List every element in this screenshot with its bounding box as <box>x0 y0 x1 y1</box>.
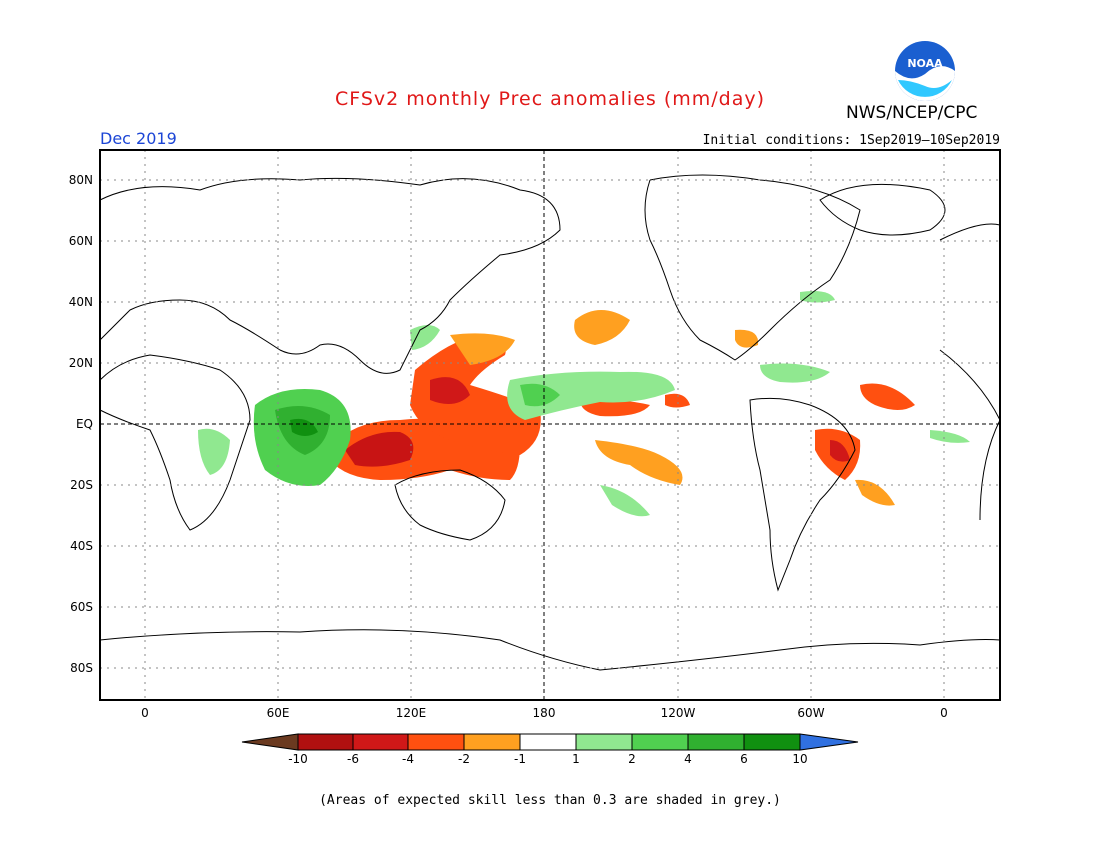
colorbar-low-arrow <box>241 733 299 751</box>
colorbar-label: 6 <box>740 752 748 766</box>
colorbar-label: 2 <box>628 752 636 766</box>
colorbar-swatch <box>575 733 633 751</box>
lat-label: 80S <box>70 661 93 675</box>
colorbar-label: -4 <box>402 752 414 766</box>
anomaly-shading <box>198 291 970 517</box>
map-title: CFSv2 monthly Prec anomalies (mm/day) <box>334 88 766 110</box>
colorbar-label: -6 <box>347 752 359 766</box>
lon-label: 0 <box>940 706 948 720</box>
colorbar-swatch <box>407 733 465 751</box>
lat-label: 40N <box>69 295 93 309</box>
colorbar-label: 10 <box>792 752 807 766</box>
colorbar-swatch <box>743 733 801 751</box>
lon-label: 60W <box>797 706 824 720</box>
lat-label: 60S <box>70 600 93 614</box>
lat-label: 20S <box>70 478 93 492</box>
colorbar-label: 4 <box>684 752 692 766</box>
colorbar-swatch <box>519 733 577 751</box>
map-frame <box>99 149 1001 701</box>
lat-label: 20N <box>69 356 93 370</box>
initial-conditions: Initial conditions: 1Sep2019–10Sep2019 <box>702 133 1000 148</box>
lon-label: 120W <box>661 706 696 720</box>
lon-label: 60E <box>267 706 290 720</box>
lat-label: EQ <box>76 417 93 431</box>
valid-month: Dec 2019 <box>100 129 177 148</box>
latitude-labels: 80N 60N 40N 20N EQ 20S 40S 60S 80S <box>69 173 93 675</box>
colorbar-swatch <box>463 733 521 751</box>
colorbar-label: -10 <box>288 752 308 766</box>
lon-label: 120E <box>396 706 427 720</box>
colorbar-swatch <box>352 733 409 751</box>
colorbar-swatch <box>297 733 354 751</box>
colorbar-label: 1 <box>572 752 580 766</box>
colorbar-label: -2 <box>458 752 470 766</box>
lon-label: 0 <box>141 706 149 720</box>
colorbar-labels: -10 -6 -4 -2 -1 1 2 4 6 10 <box>288 752 807 766</box>
colorbar-high-arrow <box>799 733 859 751</box>
svg-text:NOAA: NOAA <box>907 57 943 70</box>
lat-label: 80N <box>69 173 93 187</box>
colorbar-swatch <box>631 733 689 751</box>
colorbar-label: -1 <box>514 752 526 766</box>
colorbar-swatch <box>687 733 745 751</box>
agency-label: NWS/NCEP/CPC <box>846 103 978 123</box>
lat-label: 40S <box>70 539 93 553</box>
lon-label: 180 <box>533 706 556 720</box>
colorbar <box>241 733 859 751</box>
coastlines <box>99 174 1001 671</box>
equator-dateline <box>100 150 1000 700</box>
gridlines <box>100 150 1000 700</box>
noaa-logo: NOAA <box>895 41 955 101</box>
skill-footnote: (Areas of expected skill less than 0.3 a… <box>319 793 781 808</box>
longitude-labels: 0 60E 120E 180 120W 60W 0 <box>141 706 948 720</box>
lat-label: 60N <box>69 234 93 248</box>
